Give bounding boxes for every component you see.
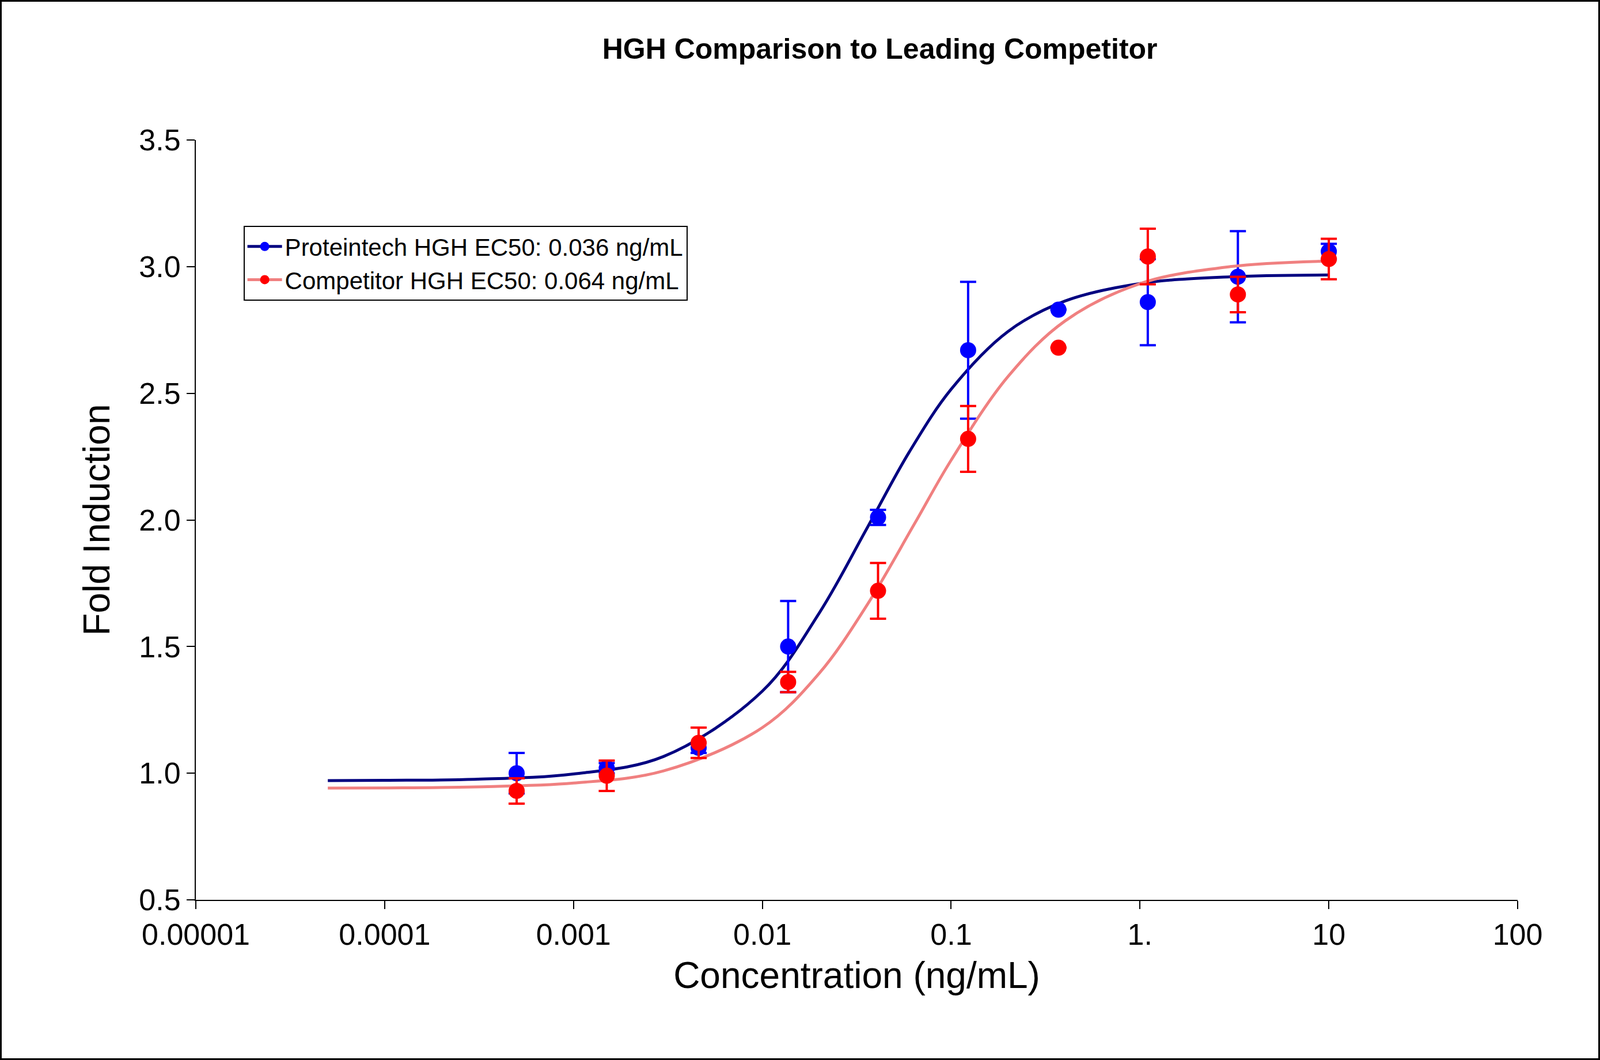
svg-text:0.00001: 0.00001 [141, 917, 250, 951]
svg-text:0.001: 0.001 [536, 917, 612, 951]
svg-text:Concentration (ng/mL): Concentration (ng/mL) [673, 954, 1041, 996]
svg-text:10: 10 [1312, 917, 1346, 951]
svg-text:0.1: 0.1 [930, 917, 972, 951]
svg-text:1.: 1. [1127, 917, 1153, 951]
svg-text:100: 100 [1492, 917, 1543, 951]
svg-text:2.0: 2.0 [138, 503, 181, 537]
svg-text:1.5: 1.5 [138, 630, 181, 664]
svg-text:Competitor HGH EC50: 0.064 ng/: Competitor HGH EC50: 0.064 ng/mL [285, 267, 680, 295]
svg-text:Proteintech HGH EC50: 0.036 ng: Proteintech HGH EC50: 0.036 ng/mL [285, 233, 684, 261]
svg-text:3.5: 3.5 [138, 123, 181, 157]
svg-text:0.5: 0.5 [138, 882, 181, 917]
svg-text:3.0: 3.0 [138, 249, 181, 284]
svg-text:0.01: 0.01 [733, 917, 792, 951]
svg-text:HGH Comparison to Leading Comp: HGH Comparison to Leading Competitor [602, 32, 1158, 66]
svg-text:2.5: 2.5 [138, 376, 181, 411]
svg-text:0.0001: 0.0001 [338, 917, 431, 951]
svg-text:1.0: 1.0 [138, 756, 181, 790]
svg-text:Fold Induction: Fold Induction [76, 403, 118, 636]
